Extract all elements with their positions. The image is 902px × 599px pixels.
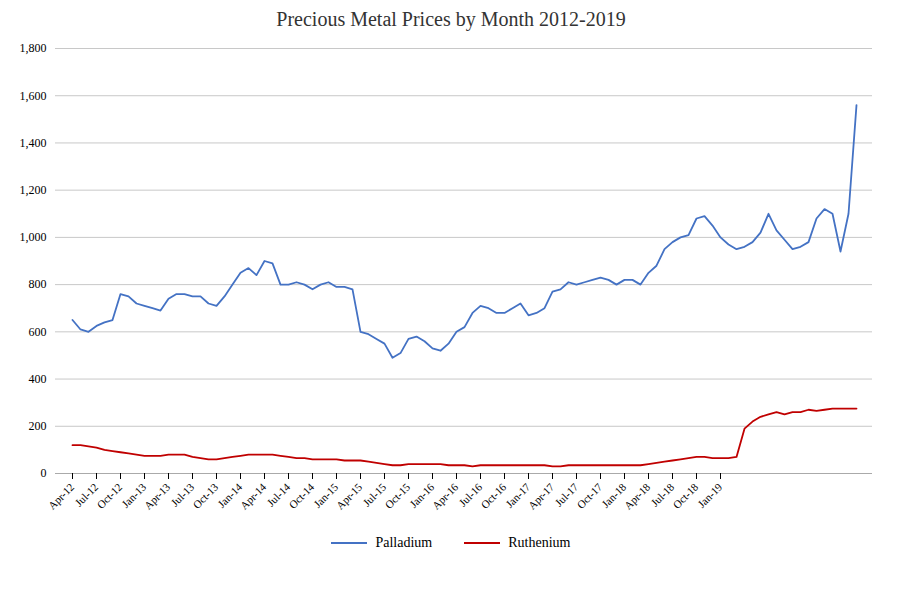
svg-text:Jul-12: Jul-12	[72, 480, 101, 509]
svg-text:Oct-17: Oct-17	[574, 480, 604, 510]
svg-text:Oct-16: Oct-16	[478, 480, 508, 510]
svg-text:Jan-15: Jan-15	[311, 480, 341, 510]
svg-text:Jul-18: Jul-18	[648, 480, 677, 509]
svg-text:Jul-14: Jul-14	[264, 480, 293, 509]
svg-text:Jan-18: Jan-18	[599, 480, 629, 510]
html-text:Palladium: Palladium	[375, 535, 433, 550]
svg-text:400: 400	[29, 372, 47, 386]
svg-text:800: 800	[29, 277, 47, 291]
svg-text:1,600: 1,600	[20, 89, 47, 103]
svg-text:Apr-14: Apr-14	[238, 480, 269, 511]
svg-text:Apr-16: Apr-16	[430, 480, 461, 511]
svg-text:Jul-17: Jul-17	[552, 480, 581, 509]
svg-text:Jan-16: Jan-16	[407, 480, 437, 510]
svg-text:1,800: 1,800	[20, 41, 47, 55]
svg-text:Jul-16: Jul-16	[456, 480, 485, 509]
svg-text:Apr-15: Apr-15	[334, 480, 365, 511]
svg-text:1,200: 1,200	[20, 183, 47, 197]
svg-text:Apr-18: Apr-18	[622, 480, 653, 511]
svg-text:Oct-14: Oct-14	[286, 480, 316, 510]
svg-text:Oct-15: Oct-15	[382, 480, 412, 510]
svg-text:Jan-17: Jan-17	[503, 480, 533, 510]
svg-text:Apr-12: Apr-12	[46, 481, 77, 512]
svg-text:Oct-18: Oct-18	[670, 480, 700, 510]
svg-text:1,000: 1,000	[20, 230, 47, 244]
svg-text:Jan-13: Jan-13	[119, 480, 149, 510]
svg-text:Jul-13: Jul-13	[168, 480, 197, 509]
svg-text:Jul-15: Jul-15	[360, 480, 389, 509]
svg-text:Apr-17: Apr-17	[526, 480, 557, 511]
svg-text:200: 200	[29, 419, 47, 433]
svg-text:Oct-12: Oct-12	[94, 481, 124, 511]
html-text:Precious Metal Prices by Month: Precious Metal Prices by Month 2012-2019	[276, 8, 626, 30]
svg-text:Jan-19: Jan-19	[695, 480, 725, 510]
svg-text:1,400: 1,400	[20, 136, 47, 150]
svg-text:Apr-13: Apr-13	[142, 480, 173, 511]
svg-text:600: 600	[29, 325, 47, 339]
svg-text:0: 0	[41, 466, 47, 480]
html-text:Ruthenium: Ruthenium	[508, 535, 571, 550]
svg-text:Oct-13: Oct-13	[190, 480, 220, 510]
svg-text:Jan-14: Jan-14	[215, 480, 245, 510]
